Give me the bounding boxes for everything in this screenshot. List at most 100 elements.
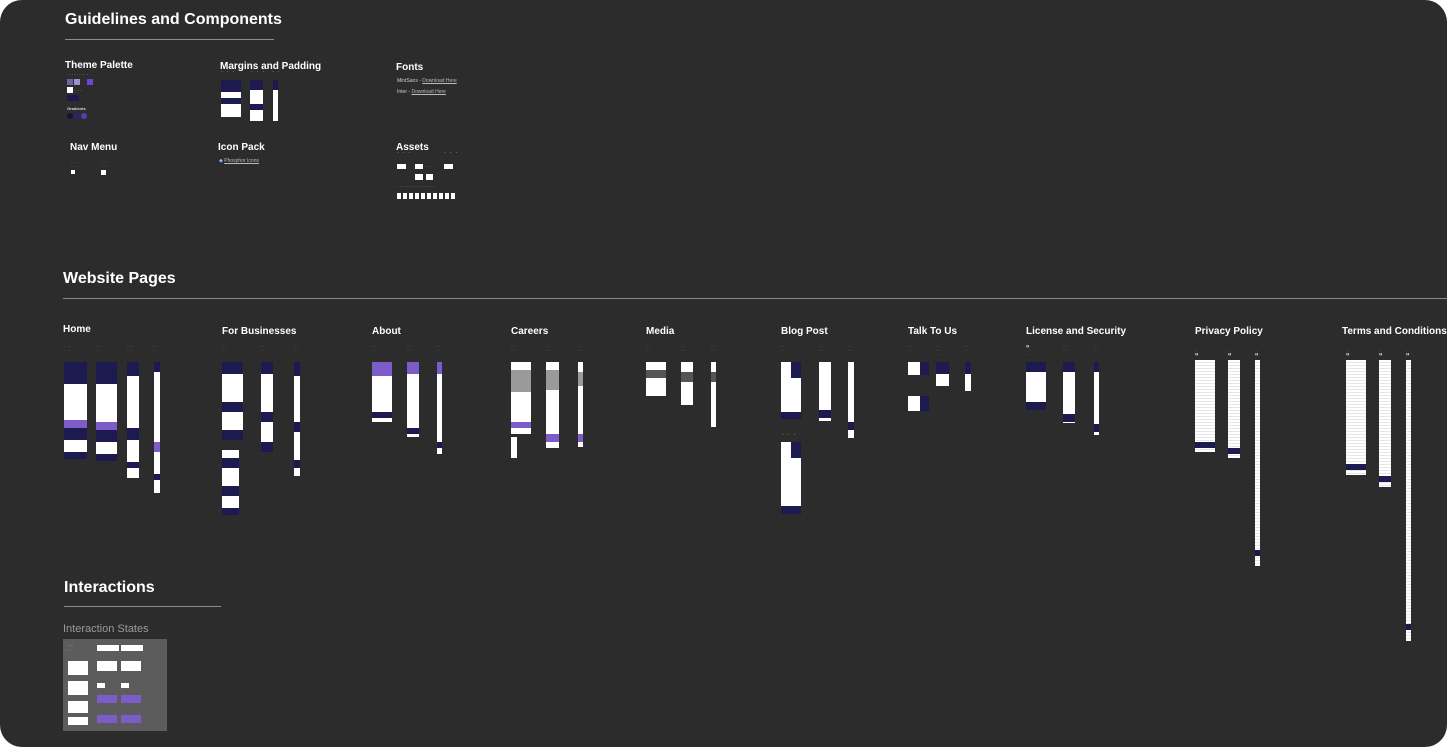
home-mobile-frame[interactable] (127, 362, 139, 478)
frame-meta: ··· ·· ·· · · · (372, 344, 377, 356)
nav-component[interactable] (101, 170, 106, 175)
frame-dots: · · (272, 69, 281, 75)
frame-meta: ··· ·· ·· (646, 344, 651, 352)
frame-meta: ▮▮ ··· ·· ·· · · · (1026, 344, 1034, 356)
careers-desktop-frame-2[interactable] (511, 437, 517, 458)
page-label-privacy-policy[interactable]: Privacy Policy (1195, 326, 1263, 337)
state-button-purple[interactable] (97, 715, 117, 723)
careers-desktop-frame[interactable] (511, 362, 531, 434)
margin-frame-tablet[interactable] (250, 80, 263, 121)
asset-item[interactable] (397, 164, 406, 169)
gradient-swatch (74, 113, 80, 119)
terms-desktop-frame[interactable] (1346, 360, 1366, 475)
theme-palette-title[interactable]: Theme Palette (65, 60, 133, 71)
frame-meta: ··· ·· ·· · · · (222, 344, 227, 356)
home-small-frame[interactable] (154, 362, 160, 493)
license-mobile-frame[interactable] (1094, 362, 1099, 435)
license-desktop-frame[interactable] (1026, 362, 1046, 410)
blog-desktop-frame[interactable] (781, 362, 801, 419)
interaction-states-frame[interactable]: ·· ·· · · (63, 639, 167, 731)
section-title-interactions: Interactions (64, 579, 155, 596)
margin-frame-mobile[interactable] (273, 80, 278, 121)
page-label-careers[interactable]: Careers (511, 326, 549, 337)
talk-mobile-frame[interactable] (965, 362, 971, 391)
privacy-tablet-frame[interactable] (1228, 360, 1240, 458)
asset-item[interactable] (415, 174, 423, 180)
business-desktop-frame-2[interactable] (222, 450, 239, 515)
home-tablet-frame[interactable] (96, 362, 117, 461)
careers-mobile-frame[interactable] (578, 362, 583, 447)
state-button-purple[interactable] (97, 695, 117, 703)
blog-desktop-frame-2[interactable] (781, 442, 801, 514)
talk-desktop-frame[interactable] (908, 362, 929, 375)
frame-dots: · · · (251, 69, 266, 75)
page-label-for-businesses[interactable]: For Businesses (222, 326, 297, 337)
frame-dots: · · · (782, 432, 797, 438)
about-mobile-frame[interactable] (437, 362, 442, 454)
blog-tablet-frame[interactable] (819, 362, 831, 421)
state-chip[interactable] (97, 683, 105, 688)
font-mintsans-download-link[interactable]: Download Here (422, 78, 457, 84)
frame-dots: · · · (397, 150, 412, 156)
privacy-desktop-frame[interactable] (1195, 360, 1215, 452)
page-label-blog-post[interactable]: Blog Post (781, 326, 828, 337)
talk-tablet-frame[interactable] (936, 362, 949, 386)
page-label-about[interactable]: About (372, 326, 401, 337)
interaction-states-label[interactable]: Interaction States (63, 623, 149, 635)
blog-mobile-frame[interactable] (848, 362, 854, 438)
frame-meta: ··· ·· ·· (546, 344, 551, 352)
talk-desktop-frame-2[interactable] (908, 396, 929, 411)
business-desktop-frame[interactable] (222, 362, 243, 440)
assets-title[interactable]: Assets (396, 142, 429, 153)
icon-pack-title[interactable]: Icon Pack (218, 142, 265, 153)
asset-item[interactable] (426, 174, 433, 180)
frame-meta: ·· ···· · · · (152, 344, 159, 352)
section-title-website-pages: Website Pages (63, 270, 176, 287)
page-label-talk-to-us[interactable]: Talk To Us (908, 326, 958, 337)
margin-frame-desktop[interactable] (221, 80, 241, 117)
asset-logo-strip[interactable] (397, 193, 457, 199)
nav-menu-title[interactable]: Nav Menu (70, 142, 118, 153)
license-tablet-frame[interactable] (1063, 362, 1075, 423)
font-inter-download-link[interactable]: Download Here (411, 89, 446, 95)
terms-tablet-frame[interactable] (1379, 360, 1391, 487)
about-desktop-frame[interactable] (372, 362, 392, 422)
careers-tablet-frame[interactable] (546, 362, 559, 448)
state-card[interactable] (68, 661, 88, 675)
home-desktop-frame[interactable] (64, 362, 87, 459)
diamond-icon: ◆ (219, 158, 223, 164)
state-card[interactable] (121, 661, 141, 671)
business-mobile-frame[interactable] (294, 362, 300, 476)
page-label-terms-conditions[interactable]: Terms and Conditions (1342, 326, 1447, 337)
state-card[interactable] (68, 681, 88, 695)
state-button-purple[interactable] (121, 715, 141, 723)
about-tablet-frame[interactable] (407, 362, 419, 437)
state-button[interactable] (97, 645, 119, 651)
nav-component[interactable] (71, 170, 75, 174)
page-label-media[interactable]: Media (646, 326, 675, 337)
phosphor-icons-link[interactable]: Phosphor Icons (224, 158, 259, 164)
business-tablet-frame[interactable] (261, 362, 273, 452)
state-chip[interactable] (121, 683, 129, 688)
margins-title[interactable]: Margins and Padding (220, 61, 322, 72)
page-label-license-security[interactable]: License and Security (1026, 326, 1127, 337)
state-button[interactable] (121, 645, 143, 651)
media-desktop-frame[interactable] (646, 362, 666, 396)
fonts-title[interactable]: Fonts (396, 62, 424, 73)
frame-meta: ··· ·· ·· · · · (936, 344, 941, 356)
asset-item[interactable] (415, 164, 423, 169)
terms-mobile-frame[interactable] (1406, 360, 1411, 641)
media-mobile-frame[interactable] (711, 362, 716, 427)
frame-meta: ··· ·· ·· (407, 344, 412, 352)
page-label-home[interactable]: Home (63, 324, 91, 335)
state-card[interactable] (68, 701, 88, 713)
frame-meta: ··· ·· ·· · · · (511, 344, 516, 356)
state-card[interactable] (97, 661, 117, 671)
state-card[interactable] (68, 717, 88, 725)
media-tablet-frame[interactable] (681, 362, 693, 405)
asset-item[interactable] (444, 164, 453, 169)
privacy-mobile-frame[interactable] (1255, 360, 1260, 566)
nav-meta: · · · · · · · · · · · · (71, 160, 83, 168)
state-button-purple[interactable] (121, 695, 141, 703)
